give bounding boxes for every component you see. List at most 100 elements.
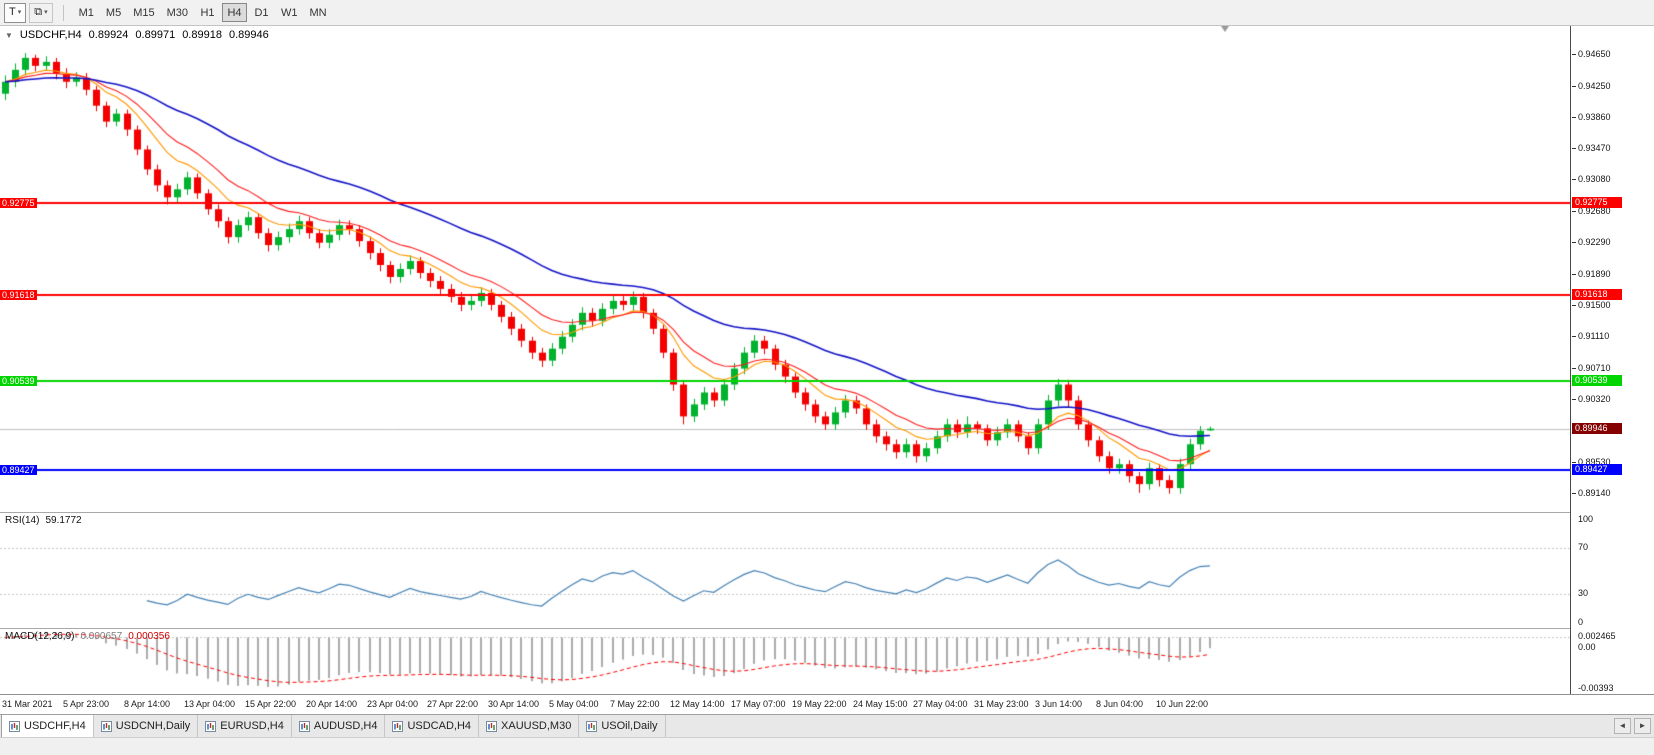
time-axis-label: 30 Apr 14:00 bbox=[488, 699, 540, 709]
price-chart-pane: ▼ USDCHF,H4 0.89924 0.89971 0.89918 0.89… bbox=[0, 26, 1570, 512]
axis-tick bbox=[1572, 305, 1576, 306]
rsi-axis-label: 0 bbox=[1578, 617, 1584, 627]
chart-icon bbox=[205, 720, 217, 732]
axis-tick bbox=[1572, 274, 1576, 275]
rsi-value: 59.1772 bbox=[45, 515, 82, 526]
macd-main-value: 0.000657 bbox=[80, 631, 123, 642]
symbol-label: USDCHF,H4 bbox=[19, 29, 82, 41]
rsi-chart-canvas[interactable] bbox=[0, 513, 1570, 628]
tab-label: USOil,Daily bbox=[601, 720, 658, 732]
chart-icon bbox=[9, 720, 20, 732]
tab-scroll-left-button[interactable]: ◄ bbox=[1614, 718, 1631, 734]
text-tool-icon: T bbox=[9, 6, 16, 18]
price-line-tag: 0.91618 bbox=[1572, 289, 1622, 301]
axis-tick bbox=[1572, 54, 1576, 55]
price-line-tag: 0.92775 bbox=[1572, 197, 1622, 209]
price-axis-label: 0.92290 bbox=[1578, 236, 1611, 247]
time-axis-label: 10 Jun 22:00 bbox=[1156, 699, 1209, 709]
axis-tick bbox=[1572, 399, 1576, 400]
axis-tick bbox=[1572, 462, 1576, 463]
chart-tab-xauusd-m30[interactable]: XAUUSD,M30 bbox=[479, 715, 580, 737]
price-line-tag: 0.90539 bbox=[1572, 375, 1622, 387]
time-axis-label: 19 May 22:00 bbox=[792, 699, 847, 709]
price-line-left-tag: 0.90539 bbox=[0, 376, 37, 387]
chevron-down-icon: ▾ bbox=[17, 9, 22, 16]
rsi-axis-label: 30 bbox=[1578, 587, 1589, 598]
tab-scroll-right-button[interactable]: ► bbox=[1634, 718, 1651, 734]
chart-tab-audusd-h4[interactable]: AUDUSD,H4 bbox=[292, 715, 386, 737]
low-value: 0.89918 bbox=[182, 29, 222, 41]
timeframe-button-mn[interactable]: MN bbox=[305, 3, 332, 22]
chart-icon bbox=[100, 720, 112, 732]
chart-tab-eurusd-h4[interactable]: EURUSD,H4 bbox=[198, 715, 292, 737]
chart-tab-usoil-daily[interactable]: USOil,Daily bbox=[579, 715, 666, 737]
time-axis-label: 5 Apr 23:00 bbox=[63, 699, 110, 709]
timeframe-button-m15[interactable]: M15 bbox=[128, 3, 159, 22]
time-axis-label: 27 Apr 22:00 bbox=[427, 699, 479, 709]
macd-indicator-pane: MACD(12,26,9) 0.000657 0.000356 bbox=[0, 628, 1570, 694]
timeframe-button-m30[interactable]: M30 bbox=[162, 3, 193, 22]
time-axis-label: 5 May 04:00 bbox=[549, 699, 599, 709]
macd-signal-value: 0.000356 bbox=[128, 631, 170, 642]
ohlc-header: ▼ USDCHF,H4 0.89924 0.89971 0.89918 0.89… bbox=[5, 29, 269, 41]
time-axis-label: 31 May 23:00 bbox=[974, 699, 1029, 709]
chart-tab-usdcad-h4[interactable]: USDCAD,H4 bbox=[385, 715, 480, 737]
macd-axis-label: -0.00393 bbox=[1578, 683, 1614, 693]
macd-chart-canvas[interactable] bbox=[0, 629, 1570, 694]
bid-price-tag: 0.89946 bbox=[1572, 422, 1622, 434]
chart-tabs: USDCHF,H4 USDCNH,Daily EURUSD,H4 AUDUSD,H4 U… bbox=[0, 715, 1654, 737]
time-axis-label: 23 Apr 04:00 bbox=[367, 699, 419, 709]
time-axis-label: 12 May 14:00 bbox=[670, 699, 725, 709]
time-axis-label: 20 Apr 14:00 bbox=[306, 699, 358, 709]
tab-label: USDCNH,Daily bbox=[115, 720, 191, 732]
price-chart-canvas[interactable] bbox=[0, 26, 1570, 512]
price-line-left-tag: 0.92775 bbox=[0, 198, 37, 209]
axis-tick bbox=[1572, 211, 1576, 212]
time-axis-label: 31 Mar 2021 bbox=[2, 699, 53, 709]
high-value: 0.89971 bbox=[135, 29, 176, 41]
price-line-left-tag: 0.89427 bbox=[0, 465, 37, 475]
layers-icon: ⧉ bbox=[34, 6, 43, 18]
axis-tick bbox=[1572, 368, 1576, 369]
axis-tick bbox=[1572, 179, 1576, 180]
time-axis-label: 27 May 04:00 bbox=[913, 699, 968, 709]
timeframe-button-m5[interactable]: M5 bbox=[101, 3, 126, 22]
objects-tool-button[interactable]: ⧉ ▾ bbox=[29, 2, 53, 23]
chart-icon bbox=[392, 720, 404, 732]
time-axis[interactable]: 31 Mar 2021 5 Apr 23:00 8 Apr 14:00 13 Apr … bbox=[0, 694, 1654, 714]
tab-label: EURUSD,H4 bbox=[220, 720, 284, 732]
chart-icon bbox=[486, 720, 498, 732]
price-axis-label: 0.90320 bbox=[1578, 393, 1611, 404]
macd-name: MACD(12,26,9) bbox=[5, 631, 75, 642]
timeframe-button-d1[interactable]: D1 bbox=[249, 3, 274, 22]
timeframe-buttons: M1 M5 M15 M30 H1 H4 D1 W1 MN bbox=[74, 3, 332, 22]
price-axis-label: 0.89530 bbox=[1578, 456, 1611, 467]
timeframe-button-w1[interactable]: W1 bbox=[276, 3, 303, 22]
one-click-trading-toggle-icon[interactable]: ▼ bbox=[5, 30, 13, 40]
price-line-left-tag: 0.91618 bbox=[0, 290, 37, 301]
axis-tick bbox=[1572, 86, 1576, 87]
timeframe-button-h4[interactable]: H4 bbox=[222, 3, 247, 22]
axis-tick bbox=[1572, 493, 1576, 494]
time-axis-label: 7 May 22:00 bbox=[610, 699, 660, 709]
price-axis[interactable]: 0.94650 0.94250 0.93860 0.93470 0.93080 0.926… bbox=[1570, 26, 1654, 694]
rsi-axis-label: 100 bbox=[1578, 514, 1594, 524]
tab-scroll-controls: ◄ ► bbox=[1614, 718, 1651, 734]
timeframe-button-h1[interactable]: H1 bbox=[195, 3, 220, 22]
time-axis-label: 8 Apr 14:00 bbox=[124, 699, 171, 709]
open-value: 0.89924 bbox=[88, 29, 129, 41]
chart-tab-usdchf-h4[interactable]: USDCHF,H4 bbox=[1, 715, 94, 737]
text-tool-button[interactable]: T ▾ bbox=[4, 2, 27, 23]
tab-label: USDCHF,H4 bbox=[24, 720, 86, 732]
tool-buttons-group: T ▾ ⧉ ▾ bbox=[4, 2, 53, 23]
chart-tab-usdcnh-daily[interactable]: USDCNH,Daily bbox=[94, 715, 199, 737]
axis-tick bbox=[1572, 242, 1576, 243]
price-axis-label: 0.92680 bbox=[1578, 205, 1611, 216]
chart-icon bbox=[298, 720, 310, 732]
macd-axis-label: 0.002465 bbox=[1578, 631, 1616, 641]
timeframe-button-m1[interactable]: M1 bbox=[74, 3, 99, 22]
price-axis-label: 0.93080 bbox=[1578, 173, 1611, 184]
price-axis-label: 0.89140 bbox=[1578, 487, 1611, 498]
time-axis-label: 13 Apr 04:00 bbox=[184, 699, 236, 709]
